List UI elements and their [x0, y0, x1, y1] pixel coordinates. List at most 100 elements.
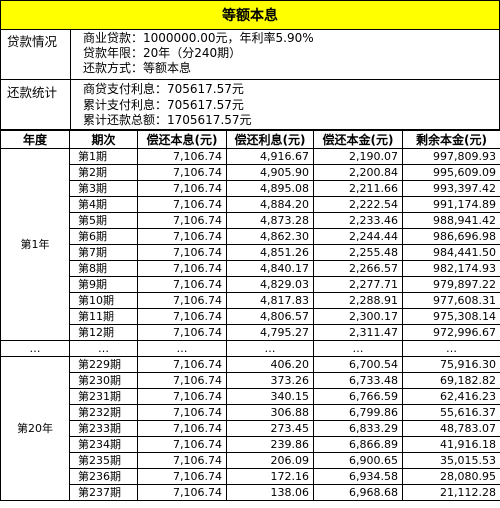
- remaining-cell: 977,608.31: [402, 292, 500, 309]
- interest-cell: 406.20: [226, 356, 314, 373]
- period-cell: 第235期: [69, 452, 138, 469]
- sheet-title: 等额本息: [0, 0, 500, 30]
- table-row: 第9期 7,106.74 4,829.03 2,277.71 979,897.22: [1, 276, 500, 293]
- interest-cell: 4,862.30: [226, 228, 314, 245]
- payment-cell: 7,106.74: [137, 484, 227, 501]
- payment-cell: 7,106.74: [137, 260, 227, 277]
- remaining-cell: 21,112.28: [402, 484, 500, 501]
- principal-cell: 6,766.59: [313, 388, 403, 405]
- payment-cell: 7,106.74: [137, 292, 227, 309]
- interest-cell: 239.86: [226, 436, 314, 453]
- repayment-method-line: 还款方式：等额本息: [83, 61, 192, 75]
- period-cell: 第233期: [69, 420, 138, 437]
- interest-cell: 4,851.26: [226, 244, 314, 261]
- remaining-cell: 41,916.18: [402, 436, 500, 453]
- period-cell: 第229期: [69, 356, 138, 373]
- period-cell: 第8期: [69, 260, 138, 277]
- principal-cell: 2,233.46: [313, 212, 403, 229]
- principal-cell: 2,190.07: [313, 148, 403, 165]
- table-row: 第236期 7,106.74 172.16 6,934.58 28,080.95: [1, 468, 500, 485]
- payment-cell: 7,106.74: [137, 148, 227, 165]
- interest-cell: 172.16: [226, 468, 314, 485]
- table-row: 第6期 7,106.74 4,862.30 2,244.44 986,696.98: [1, 228, 500, 245]
- table-row: 第232期 7,106.74 306.88 6,799.86 55,616.37: [1, 404, 500, 421]
- payment-cell: 7,106.74: [137, 372, 227, 389]
- ellipsis-remaining: …: [402, 340, 500, 357]
- payment-cell: 7,106.74: [137, 212, 227, 229]
- table-row: 第7期 7,106.74 4,851.26 2,255.48 984,441.50: [1, 244, 500, 261]
- remaining-cell: 28,080.95: [402, 468, 500, 485]
- remaining-cell: 35,015.53: [402, 452, 500, 469]
- table-row: 第4期 7,106.74 4,884.20 2,222.54 991,174.89: [1, 196, 500, 213]
- commercial-interest-line: 商贷支付利息：705617.57元: [83, 82, 244, 96]
- remaining-cell: 984,441.50: [402, 244, 500, 261]
- principal-cell: 6,934.58: [313, 468, 403, 485]
- payment-cell: 7,106.74: [137, 420, 227, 437]
- payment-cell: 7,106.74: [137, 164, 227, 181]
- interest-cell: 4,895.08: [226, 180, 314, 197]
- payment-cell: 7,106.74: [137, 388, 227, 405]
- repayment-stats-label: 还款统计: [1, 80, 71, 129]
- interest-cell: 273.45: [226, 420, 314, 437]
- year-cell: 第20年: [0, 356, 70, 501]
- table-row: 第237期 7,106.74 138.06 6,968.68 21,112.28: [1, 484, 500, 501]
- remaining-cell: 995,609.09: [402, 164, 500, 181]
- loan-term-line: 贷款年限：20年（分240期）: [83, 46, 242, 60]
- interest-cell: 138.06: [226, 484, 314, 501]
- total-repayment-line: 累计还款总额：1705617.57元: [83, 113, 252, 127]
- table-row: 第3期 7,106.74 4,895.08 2,211.66 993,397.42: [1, 180, 500, 197]
- loan-info-section: 贷款情况 商业贷款：1000000.00元，年利率5.90% 贷款年限：20年（…: [0, 29, 500, 80]
- period-cell: 第4期: [69, 196, 138, 213]
- payment-cell: 7,106.74: [137, 244, 227, 261]
- repayment-stats-section: 还款统计 商贷支付利息：705617.57元 累计支付利息：705617.57元…: [0, 80, 500, 130]
- principal-cell: 6,866.89: [313, 436, 403, 453]
- period-cell: 第232期: [69, 404, 138, 421]
- remaining-cell: 997,809.93: [402, 148, 500, 165]
- header-interest: 偿还利息(元): [226, 130, 314, 149]
- interest-cell: 4,884.20: [226, 196, 314, 213]
- table-row: 第5期 7,106.74 4,873.28 2,233.46 988,941.42: [1, 212, 500, 229]
- remaining-cell: 48,783.07: [402, 420, 500, 437]
- ellipsis-principal: …: [313, 340, 403, 357]
- principal-cell: 2,211.66: [313, 180, 403, 197]
- remaining-cell: 982,174.93: [402, 260, 500, 277]
- table-row: 第1年 第1期 7,106.74 4,916.67 2,190.07 997,809.93: [0, 148, 500, 341]
- table-row: 第12期 7,106.74 4,795.27 2,311.47 972,996.67: [1, 324, 500, 341]
- table-row: 第10期 7,106.74 4,817.83 2,288.91 977,608.31: [1, 292, 500, 309]
- principal-cell: 2,255.48: [313, 244, 403, 261]
- principal-cell: 6,733.48: [313, 372, 403, 389]
- header-principal: 偿还本金(元): [313, 130, 403, 149]
- period-cell: 第2期: [69, 164, 138, 181]
- interest-cell: 306.88: [226, 404, 314, 421]
- payment-cell: 7,106.74: [137, 324, 227, 341]
- loan-amount-line: 商业贷款：1000000.00元，年利率5.90%: [83, 31, 314, 45]
- period-cell: 第237期: [69, 484, 138, 501]
- principal-cell: 2,244.44: [313, 228, 403, 245]
- table-row: 第231期 7,106.74 340.15 6,766.59 62,416.23: [1, 388, 500, 405]
- remaining-cell: 993,397.42: [402, 180, 500, 197]
- table-row: 第234期 7,106.74 239.86 6,866.89 41,916.18: [1, 436, 500, 453]
- payment-cell: 7,106.74: [137, 276, 227, 293]
- table-header-row: 年度 期次 偿还本息(元) 偿还利息(元) 偿还本金(元) 剩余本金(元): [0, 130, 500, 149]
- principal-cell: 2,311.47: [313, 324, 403, 341]
- payment-cell: 7,106.74: [137, 436, 227, 453]
- header-period: 期次: [69, 130, 138, 149]
- period-cell: 第5期: [69, 212, 138, 229]
- interest-cell: 206.09: [226, 452, 314, 469]
- remaining-cell: 75,916.30: [402, 356, 500, 373]
- principal-cell: 6,833.29: [313, 420, 403, 437]
- principal-cell: 2,288.91: [313, 292, 403, 309]
- table-row: 第8期 7,106.74 4,840.17 2,266.57 982,174.93: [1, 260, 500, 277]
- ellipsis-interest: …: [226, 340, 314, 357]
- period-cell: 第230期: [69, 372, 138, 389]
- ellipsis-row: ………………: [0, 340, 500, 357]
- period-cell: 第10期: [69, 292, 138, 309]
- principal-cell: 2,222.54: [313, 196, 403, 213]
- remaining-cell: 986,696.98: [402, 228, 500, 245]
- table-row: 第11期 7,106.74 4,806.57 2,300.17 975,308.14: [1, 308, 500, 325]
- remaining-cell: 62,416.23: [402, 388, 500, 405]
- remaining-cell: 988,941.42: [402, 212, 500, 229]
- header-payment: 偿还本息(元): [137, 130, 227, 149]
- principal-cell: 6,700.54: [313, 356, 403, 373]
